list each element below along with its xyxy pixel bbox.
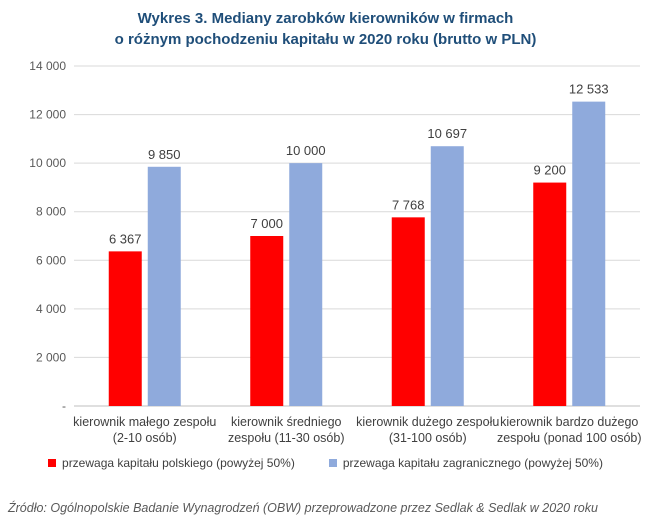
x-category-label: zespołu (11-30 osób) xyxy=(228,431,345,445)
data-label: 10 000 xyxy=(286,143,326,158)
legend-swatch-polish xyxy=(48,459,57,467)
bar-foreign-1 xyxy=(147,166,181,406)
legend-item-foreign: przewaga kapitału zagranicznego (powyżej… xyxy=(328,456,603,470)
bar-polish-4 xyxy=(533,182,567,406)
bar-foreign-4 xyxy=(572,101,606,407)
y-tick-label: 4 000 xyxy=(36,302,66,316)
y-tick-label: 8 000 xyxy=(36,205,66,219)
data-label: 12 533 xyxy=(569,82,609,97)
y-tick-label: 14 000 xyxy=(29,59,66,73)
y-tick-label: 12 000 xyxy=(29,108,66,122)
bar-foreign-3 xyxy=(430,146,464,407)
bar-polish-1 xyxy=(108,251,142,406)
x-category-label: kierownik dużego zespołu xyxy=(356,415,499,429)
legend-label-foreign: przewaga kapitału zagranicznego (powyżej… xyxy=(342,456,603,470)
chart-title-line-1: Wykres 3. Mediany zarobków kierowników w… xyxy=(137,10,514,27)
bar-polish-2 xyxy=(250,236,284,406)
data-label: 6 367 xyxy=(109,231,142,246)
chart-title: Wykres 3. Mediany zarobków kierowników w… xyxy=(0,8,651,50)
x-category-label: kierownik średniego xyxy=(231,415,342,429)
x-category-label: (2-10 osób) xyxy=(113,431,177,445)
legend: przewaga kapitału polskiego (powyżej 50%… xyxy=(0,456,651,470)
bar-polish-3 xyxy=(391,217,425,406)
x-category-label: kierownik bardzo dużego xyxy=(500,415,638,429)
chart-title-line-2: o różnym pochodzeniu kapitału w 2020 rok… xyxy=(114,31,537,48)
bar-foreign-2 xyxy=(289,163,323,406)
source-note: Źródło: Ogólnopolskie Badanie Wynagrodze… xyxy=(8,501,598,515)
y-tick-label: 2 000 xyxy=(36,350,66,364)
data-label: 9 850 xyxy=(148,147,181,162)
x-category-label: (31-100 osób) xyxy=(389,431,467,445)
x-category-label: zespołu (ponad 100 osób) xyxy=(497,431,642,445)
legend-swatch-foreign xyxy=(328,459,337,467)
legend-label-polish: przewaga kapitału polskiego (powyżej 50%… xyxy=(62,456,295,470)
data-label: 7 768 xyxy=(392,197,425,212)
legend-item-polish: przewaga kapitału polskiego (powyżej 50%… xyxy=(48,456,295,470)
y-tick-label: 10 000 xyxy=(29,156,66,170)
x-category-label: kierownik małego zespołu xyxy=(73,415,216,429)
data-label: 7 000 xyxy=(250,216,283,231)
y-tick-label: 6 000 xyxy=(36,253,66,267)
data-label: 9 200 xyxy=(533,163,566,178)
data-label: 10 697 xyxy=(427,126,467,141)
y-tick-label: - xyxy=(62,399,66,413)
